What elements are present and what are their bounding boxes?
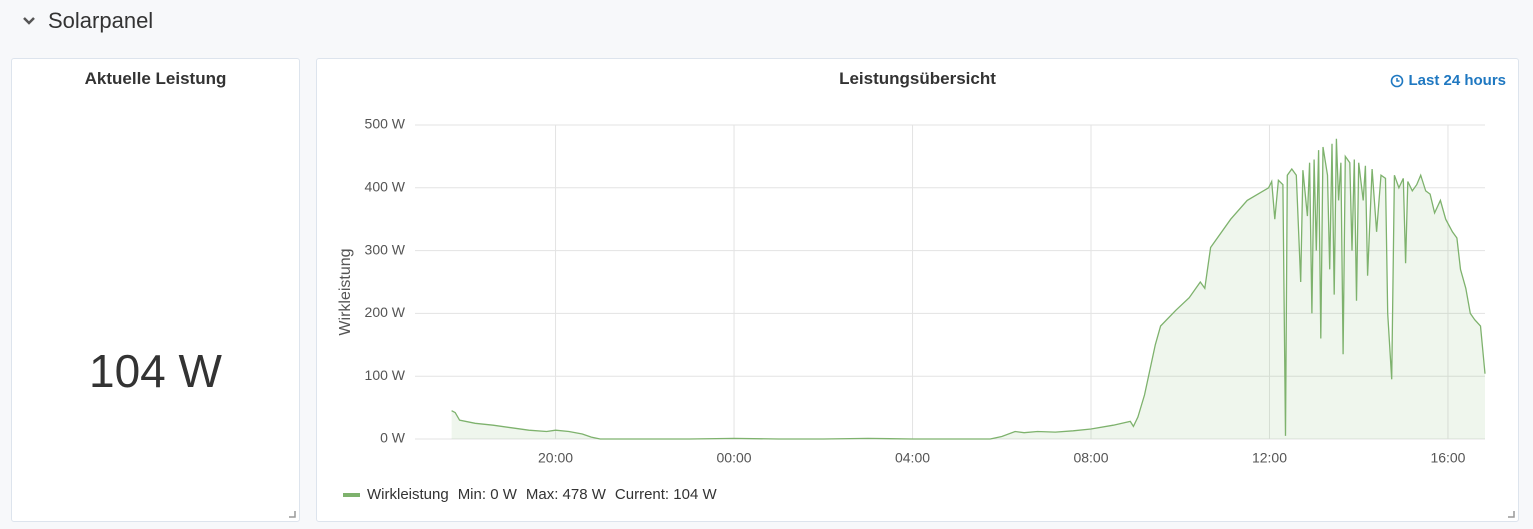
x-tick-label: 12:00 (1252, 450, 1287, 466)
y-tick-label: 200 W (365, 304, 406, 320)
y-tick-label: 400 W (365, 179, 406, 195)
legend-label: Wirkleistung (367, 486, 449, 503)
row-header[interactable]: Solarpanel (22, 6, 153, 36)
clock-icon (1391, 74, 1404, 87)
panel-title[interactable]: Leistungsübersicht (839, 69, 996, 88)
time-range[interactable]: Last 24 hours (1390, 72, 1506, 89)
resize-handle[interactable] (1507, 510, 1515, 518)
time-range-label: Last 24 hours (1408, 72, 1506, 89)
series-line (451, 138, 1486, 440)
panel-title[interactable]: Aktuelle Leistung (84, 69, 227, 88)
y-axis-label: Wirkleistung (337, 248, 354, 335)
x-tick-label: 04:00 (895, 450, 930, 466)
area-fill (451, 138, 1486, 440)
x-tick-label: 08:00 (1073, 450, 1108, 466)
graph-panel: Leistungsübersicht Last 24 hours (316, 58, 1519, 522)
x-tick-label: 00:00 (717, 450, 752, 466)
legend-swatch (343, 493, 360, 497)
x-tick-label: 20:00 (538, 450, 573, 466)
y-tick-label: 500 W (365, 116, 406, 132)
legend-stat: Min: 0 W (458, 486, 518, 503)
y-tick-label: 100 W (365, 367, 406, 383)
row-title: Solarpanel (48, 8, 154, 33)
stat-panel: Aktuelle Leistung 104 W (11, 58, 300, 522)
x-tick-label: 16:00 (1430, 450, 1465, 466)
y-tick-label: 0 W (380, 430, 406, 446)
resize-handle[interactable] (288, 510, 296, 518)
chevron-icon (23, 17, 35, 25)
legend-stat: Current: 104 W (615, 486, 718, 503)
stat-value: 104 W (89, 345, 222, 397)
y-tick-label: 300 W (365, 241, 406, 257)
legend-stat: Max: 478 W (526, 486, 607, 503)
